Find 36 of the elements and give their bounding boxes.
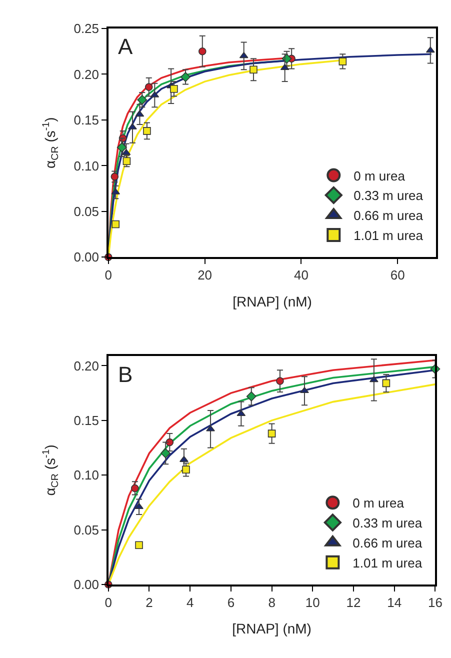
x-axis-title: [RNAP] (nM) bbox=[232, 293, 312, 310]
y-tick-label: 0.00 bbox=[74, 577, 100, 592]
x-tick-label: 40 bbox=[294, 268, 308, 283]
chart-title: A bbox=[118, 34, 133, 59]
y-tick-label: 0.10 bbox=[74, 468, 100, 483]
chart-title: B bbox=[118, 362, 133, 387]
y-tick-label: 0.05 bbox=[74, 522, 100, 538]
x-tick-label: 20 bbox=[198, 268, 212, 283]
legend-label: 0.66 m urea bbox=[354, 208, 424, 224]
x-tick-label: 0 bbox=[104, 268, 112, 283]
legend-label: 1.01 m urea bbox=[354, 228, 424, 244]
y-tick-label: 0.10 bbox=[74, 158, 100, 174]
x-tick-label: 4 bbox=[186, 594, 194, 610]
x-tick-label: 60 bbox=[390, 268, 405, 283]
x-tick-label: 0 bbox=[104, 594, 112, 610]
legend-label: 1.01 m urea bbox=[352, 555, 423, 570]
legend-label: 0 m urea bbox=[354, 168, 406, 184]
x-tick-label: 16 bbox=[428, 594, 442, 610]
x-tick-label: 6 bbox=[227, 594, 235, 610]
x-tick-label: 14 bbox=[387, 594, 402, 610]
y-tick-label: 0.25 bbox=[74, 21, 100, 36]
legend-label: 0.66 m urea bbox=[352, 535, 423, 550]
legend-label: 0 m urea bbox=[352, 496, 405, 511]
y-tick-label: 0.05 bbox=[74, 204, 100, 219]
y-tick-label: 0.15 bbox=[74, 412, 100, 428]
y-tick-label: 0.15 bbox=[74, 112, 100, 128]
x-tick-label: 2 bbox=[146, 594, 153, 610]
y-tick-label: 0.20 bbox=[74, 66, 100, 82]
x-axis-title: [RNAP] (nM) bbox=[232, 620, 312, 637]
x-tick-label: 8 bbox=[268, 594, 276, 610]
legend-label: 0.33 m urea bbox=[354, 188, 424, 204]
legend-label: 0.33 m urea bbox=[352, 516, 423, 531]
y-tick-label: 0.00 bbox=[74, 250, 100, 265]
x-tick-label: 10 bbox=[305, 594, 320, 610]
y-tick-label: 0.20 bbox=[74, 358, 100, 374]
x-tick-label: 12 bbox=[346, 594, 361, 610]
